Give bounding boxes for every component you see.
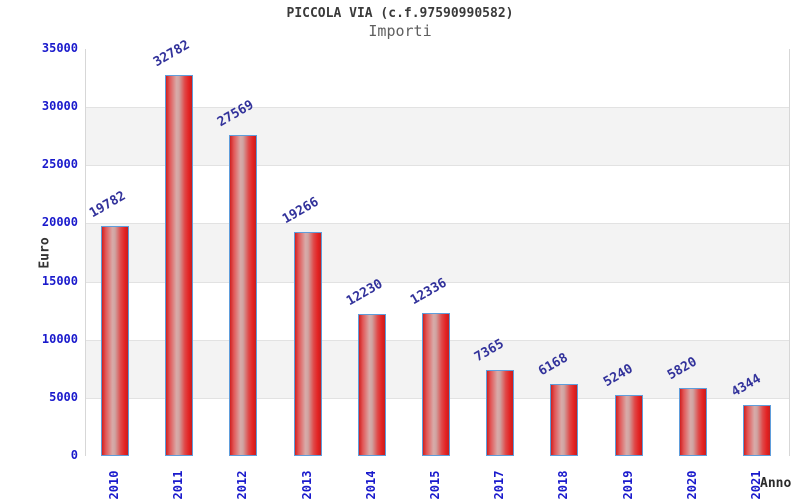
y-tick-label: 0 (70, 448, 78, 462)
bar-2017 (486, 370, 515, 456)
x-tick-label-2015: 2015 (428, 470, 442, 500)
plot-area: 19782 32782 27569 19266 12230 12336 7365 6168 52… (85, 37, 790, 456)
x-tick-label-2011: 2011 (171, 470, 186, 500)
gridline (86, 223, 789, 225)
x-tick-label-2021: 2021 (749, 470, 763, 500)
y-tick-label: 35000 (41, 41, 78, 55)
bar-2011 (165, 74, 194, 456)
chart-subtitle: Importi (368, 22, 432, 40)
x-tick-label-2019: 2019 (620, 470, 635, 500)
y-tick-label: 15000 (41, 273, 78, 288)
x-axis-title: Anno (760, 476, 792, 491)
x-tick-label-2017: 2017 (492, 470, 507, 500)
bar-2021 (743, 405, 771, 456)
bar-2013 (293, 231, 322, 456)
background-band (86, 165, 789, 224)
x-tick-label-2020: 2020 (684, 470, 699, 500)
bar-2015 (422, 312, 450, 456)
bar-2010 (101, 225, 129, 456)
background-band (86, 107, 789, 166)
y-tick-label: 20000 (41, 215, 78, 230)
bar-2018 (550, 384, 579, 456)
gridline (86, 107, 789, 109)
y-tick-label: 10000 (41, 331, 78, 346)
bar-2012 (229, 135, 258, 456)
bar-2014 (357, 313, 386, 456)
y-tick-label: 25000 (41, 157, 78, 172)
x-tick-label-2013: 2013 (299, 470, 314, 500)
y-tick-label: 30000 (41, 99, 78, 114)
bar-2019 (614, 395, 643, 456)
y-tick-label: 5000 (49, 389, 78, 404)
background-band (86, 49, 789, 108)
gridline (86, 281, 789, 283)
x-tick-label-2012: 2012 (235, 470, 250, 500)
gridline (86, 165, 789, 167)
x-tick-label-2010: 2010 (107, 470, 121, 500)
x-tick-label-2014: 2014 (363, 470, 378, 500)
x-tick-label-2018: 2018 (556, 470, 571, 500)
chart-title: PICCOLA VIA (c.f.97590990582) (286, 6, 514, 21)
background-band (86, 223, 789, 282)
bar-2020 (678, 388, 707, 456)
